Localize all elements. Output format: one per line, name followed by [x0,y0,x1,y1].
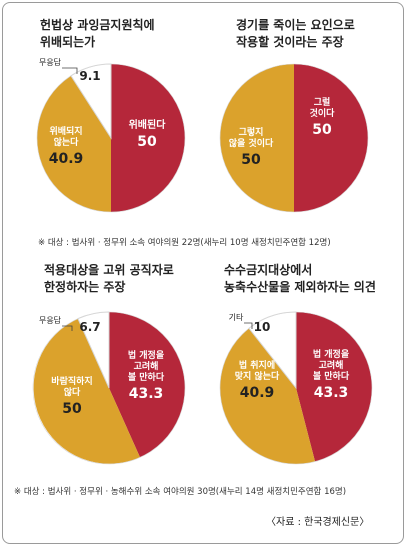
chart-3-title-line-1: 적용대상을 고위 공직자로 [44,263,174,277]
chart-3-slice-1 [109,312,185,458]
chart-4-outline [219,311,373,465]
chart-4-title: 수수금지대상에서 농축수산물을 제외하자는 의견 [224,262,376,296]
chart-4-title-line-2: 농축수산물을 제외하자는 의견 [224,280,376,294]
note-bottom: ※ 대상 : 법사위 · 정무위 · 농해수위 소속 여야의원 30명(새누리 … [14,487,347,497]
chart-2-slice-2-label: 그렇지 않을 것이다 [229,126,274,149]
chart-4-slice-1-label: 법 개정을 고려해 볼 만하다 [313,348,350,382]
chart-4-title-line-1: 수수금지대상에서 [224,263,313,277]
chart-2-outline [219,63,369,213]
chart-3-title-line-2: 한정하자는 주장 [44,280,126,294]
chart-4-outside-value: 10 [254,320,271,334]
figure-frame [2,2,404,544]
source-credit: 〈자료 : 한국경제신문〉 [266,517,370,528]
chart-3-slice-2-value: 50 [62,401,82,417]
chart-1-title-line-2: 위배되는가 [40,35,96,49]
chart-4-slice-2-value: 40.9 [240,385,275,401]
chart-3-leader-line [62,325,73,331]
chart-2-title-line-1: 경기를 죽이는 요인으로 [236,18,355,32]
chart-2-slice-2-value: 50 [241,152,261,168]
chart-1-outside-label: 무응답 [39,57,62,67]
chart-1-title-line-1: 헌법상 과잉금지원칙에 [40,18,155,32]
chart-1-outside-value: 9.1 [79,69,100,83]
chart-2-title-line-2: 작용할 것이라는 주장 [236,35,344,49]
note-top: ※ 대상 : 법사위 · 정무위 소속 여야의원 22명(새누리 10명 새정치… [38,238,331,248]
chart-1-slice-1 [111,64,185,212]
chart-3-slice-1-label: 법 개정을 고려해 볼 만하다 [128,349,165,383]
chart-2-slice-1 [294,64,368,212]
chart-4-leader-line [244,322,253,329]
chart-1-outline [36,63,186,213]
chart-1-title: 헌법상 과잉금지원칙에 위배되는가 [40,17,155,51]
chart-4-outside-label: 기타 [229,313,244,322]
chart-1-slice-2-label: 위배되지 않는다 [49,125,82,148]
chart-4-slice-2 [219,328,316,464]
chart-1-slice-2-value: 40.9 [49,151,84,167]
chart-1-slice-1-label: 위배된다 [129,118,167,131]
chart-1-slice-1-value: 50 [137,134,157,150]
chart-3-slice-1-value: 43.3 [129,386,164,402]
chart-2-title: 경기를 죽이는 요인으로 작용할 것이라는 주장 [236,17,355,51]
chart-3-title: 적용대상을 고위 공직자로 한정하자는 주장 [44,262,174,296]
chart-3-outside-label: 무응답 [39,315,62,325]
chart-2-slice-1-label: 그럴 것이다 [310,96,336,119]
chart-3-slice-2-label: 바람직하지 않다 [51,375,92,398]
chart-4-slice-2-label: 법 취지에 맞지 않는다 [235,359,280,382]
chart-2-slice-1-value: 50 [312,122,332,138]
chart-3-outline [32,311,186,465]
chart-2-slice-2 [220,64,294,212]
chart-3-slice-2 [33,318,141,464]
chart-4-slice-1-value: 43.3 [314,385,349,401]
chart-1-leader-line [62,67,78,74]
chart-3-outside-value: 6.7 [79,320,100,334]
chart-4-slice-1 [296,312,372,462]
